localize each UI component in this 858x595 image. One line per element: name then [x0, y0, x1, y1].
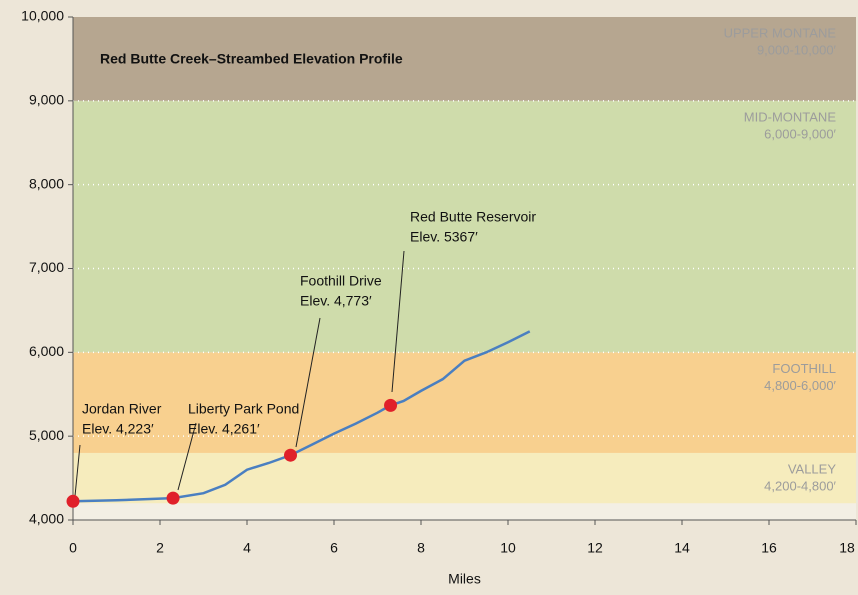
y-tick-label: 5,000 [29, 427, 64, 443]
zone-band [73, 100, 856, 353]
leader-line [74, 444, 81, 497]
line [72, 330, 531, 503]
point-label: Elev. 5367′ [410, 229, 478, 245]
x-tick-label: 12 [587, 540, 603, 556]
leader-line [391, 250, 405, 393]
point-name: Red Butte Reservoir [410, 209, 536, 225]
x-tick-label: 10 [500, 540, 516, 556]
x-tick-label: 18 [839, 540, 855, 556]
y-tick-label: 9,000 [29, 92, 64, 108]
x-tick-label: 16 [761, 540, 777, 556]
x-tick-label: 2 [156, 540, 164, 556]
point-marker [384, 398, 398, 412]
zone-range: 4,800-6,000′ [764, 378, 836, 393]
point-name: Jordan River [82, 401, 162, 417]
leader-line [295, 317, 321, 448]
y-tick-label: 6,000 [29, 343, 64, 359]
point-marker [66, 494, 80, 508]
y-tick-label: 10,000 [21, 8, 64, 24]
point-marker [284, 448, 297, 462]
zone-name: VALLEY [788, 461, 837, 476]
zone-name: UPPER MONTANE [724, 25, 837, 40]
chart-title: Red Butte Creek–Streambed Elevation Prof… [100, 51, 403, 67]
zone-range: 4,200-4,800′ [764, 478, 836, 493]
point-label: Elev. 4,223′ [82, 421, 154, 437]
point-name: Foothill Drive [300, 273, 382, 289]
point-name: Liberty Park Pond [188, 401, 299, 417]
y-tick-label: 7,000 [29, 259, 64, 275]
zone-name: FOOTHILL [772, 361, 836, 376]
x-tick-label: 4 [243, 540, 251, 556]
y-tick-label: 8,000 [29, 175, 64, 191]
zone-range: 6,000-9,000′ [764, 126, 836, 141]
x-axis-label: Miles [448, 571, 481, 587]
point-label: Elev. 4,261′ [188, 421, 260, 437]
zone-name: MID-MONTANE [744, 109, 837, 124]
x-tick-label: 14 [674, 540, 690, 556]
point-marker [166, 491, 180, 505]
zone-band [73, 452, 856, 504]
zone-band [73, 17, 856, 101]
x-tick-label: 6 [330, 540, 338, 556]
y-tick-label: 4,000 [29, 511, 64, 527]
leader-line [177, 422, 197, 491]
x-tick-label: 8 [417, 540, 425, 556]
zone-range: 9,000-10,000′ [757, 42, 837, 57]
point-label: Elev. 4,773′ [300, 293, 372, 309]
x-tick-label: 0 [69, 540, 77, 556]
